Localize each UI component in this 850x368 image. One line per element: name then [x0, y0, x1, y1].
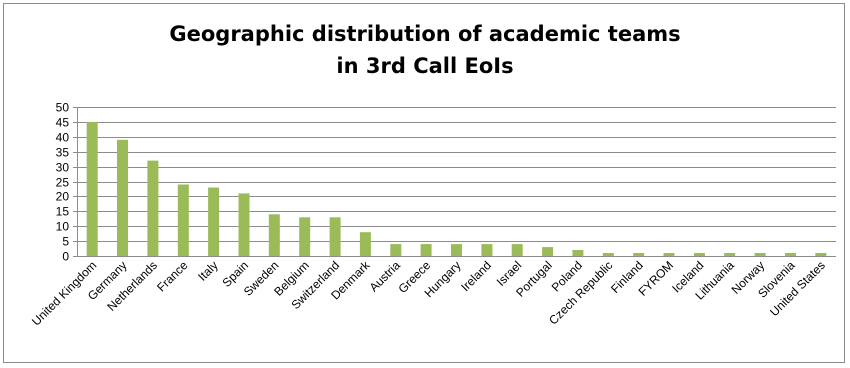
bar-fyrom — [663, 253, 675, 256]
bar-ireland — [481, 244, 493, 256]
bar-lithuania — [724, 253, 736, 256]
x-tick-label-ireland: Ireland — [458, 258, 494, 294]
x-tick-label-france: France — [154, 258, 191, 295]
bar-belgium — [299, 217, 311, 256]
chart-title-line-2: in 3rd Call EoIs — [336, 54, 514, 78]
bar-slovenia — [785, 253, 796, 256]
chart-title: Geographic distribution of academic team… — [0, 18, 850, 82]
bar-italy — [208, 187, 220, 256]
y-tick-label-5: 5 — [62, 235, 69, 249]
bar-sweden — [268, 214, 280, 256]
bar-greece — [420, 244, 432, 256]
bar-czech-republic — [602, 253, 614, 256]
y-tick-label-20: 20 — [56, 190, 70, 204]
y-tick-label-25: 25 — [56, 176, 70, 190]
bars — [86, 121, 827, 257]
x-tick-label-italy: Italy — [195, 258, 220, 283]
bar-denmark — [359, 232, 371, 256]
bar-portugal — [542, 247, 554, 256]
bar-germany — [117, 139, 128, 256]
bar-france — [177, 184, 189, 256]
y-tick-label-40: 40 — [56, 131, 70, 145]
bar-netherlands — [147, 160, 159, 256]
bar-israel — [511, 244, 523, 256]
y-tick-label-50: 50 — [56, 101, 70, 115]
y-tick-label-30: 30 — [56, 161, 70, 175]
bar-united-kingdom — [86, 121, 98, 257]
bar-hungary — [451, 244, 462, 256]
axes — [73, 107, 836, 257]
y-tick-label-10: 10 — [56, 220, 70, 234]
gridlines — [77, 107, 836, 242]
y-tick-label-35: 35 — [56, 146, 70, 160]
y-tick-label-45: 45 — [56, 116, 70, 130]
bar-austria — [390, 244, 402, 256]
bar-norway — [754, 253, 766, 256]
bar-united-states — [815, 253, 827, 256]
y-tick-label-15: 15 — [56, 205, 70, 219]
bar-switzerland — [329, 217, 341, 256]
bar-finland — [633, 253, 645, 256]
bar-spain — [238, 193, 250, 256]
chart-title-line-1: Geographic distribution of academic team… — [169, 22, 681, 46]
bar-poland — [572, 250, 584, 256]
bar-iceland — [693, 253, 705, 256]
y-tick-label-0: 0 — [62, 250, 69, 264]
